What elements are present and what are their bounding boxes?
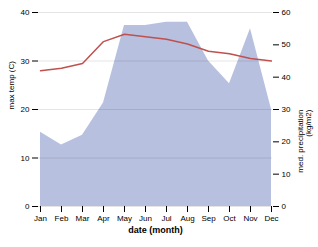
svg-text:Mar: Mar	[76, 214, 90, 223]
svg-text:date (month): date (month)	[128, 225, 183, 235]
svg-text:Jul: Jul	[161, 214, 171, 223]
svg-text:10: 10	[21, 154, 30, 163]
svg-text:50: 50	[282, 40, 291, 49]
svg-text:max temp (C): max temp (C)	[7, 61, 16, 110]
svg-text:Sep: Sep	[201, 214, 216, 223]
svg-text:Oct: Oct	[223, 214, 236, 223]
svg-text:May: May	[117, 214, 132, 223]
svg-text:20: 20	[282, 137, 291, 146]
svg-text:med. precipitation(kg/m2): med. precipitation(kg/m2)	[296, 109, 313, 172]
svg-text:Apr: Apr	[97, 214, 110, 223]
svg-text:10: 10	[282, 170, 291, 179]
svg-text:40: 40	[282, 73, 291, 82]
svg-text:0: 0	[25, 202, 30, 211]
svg-text:Jun: Jun	[139, 214, 152, 223]
svg-text:Jan: Jan	[34, 214, 47, 223]
svg-text:30: 30	[21, 57, 30, 66]
svg-text:20: 20	[21, 105, 30, 114]
svg-text:60: 60	[282, 8, 291, 17]
svg-text:Aug: Aug	[180, 214, 194, 223]
svg-text:30: 30	[282, 105, 291, 114]
svg-text:40: 40	[21, 8, 30, 17]
svg-text:Dec: Dec	[264, 214, 278, 223]
svg-text:0: 0	[282, 202, 287, 211]
svg-text:Feb: Feb	[55, 214, 69, 223]
svg-text:Nov: Nov	[243, 214, 257, 223]
